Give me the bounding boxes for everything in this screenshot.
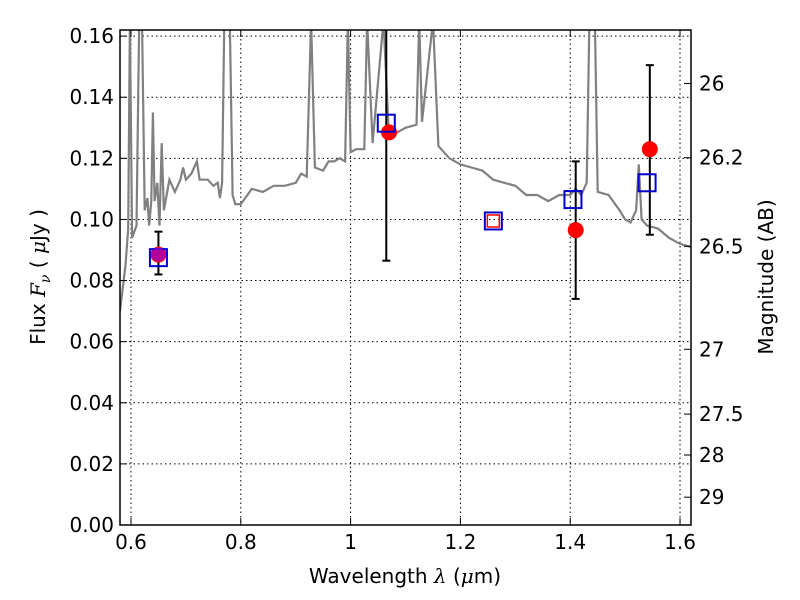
overlap-point [151, 247, 166, 262]
model-point [483, 211, 503, 231]
y2-tick-label: 26.5 [699, 234, 744, 258]
y2-tick-label: 26.2 [699, 146, 744, 170]
y-tick-label: 0.02 [69, 452, 114, 476]
model-point [637, 173, 657, 193]
x-axis-label: Wavelength λ (μm) [309, 564, 501, 588]
y-tick-label: 0.06 [69, 330, 114, 354]
y2-tick-label: 26 [699, 71, 724, 95]
y-tick-label: 0.16 [69, 24, 114, 48]
axis-ticks: 0.6 0.8 1 1.2 1.4 1.6 0.00 0.02 0.04 0.06 0.08 0.10… [69, 24, 743, 554]
model-point [563, 190, 583, 210]
plot-area [120, 30, 691, 312]
observed-point [567, 222, 584, 239]
model-points [148, 113, 657, 268]
plot-frame [119, 29, 692, 526]
x-tick-label: 1.4 [554, 530, 586, 554]
x-tick-label: 1 [344, 530, 357, 554]
x-tick-label: 0.6 [115, 530, 147, 554]
y2-tick-label: 29 [699, 485, 724, 509]
y-tick-label: 0.14 [69, 85, 114, 109]
y-tick-label: 0.12 [69, 146, 114, 170]
x-tick-label: 0.8 [225, 530, 257, 554]
y-tick-label: 0.04 [69, 391, 114, 415]
y2-tick-label: 28 [699, 443, 724, 467]
x-tick-label: 1.2 [444, 530, 476, 554]
y2-tick-label: 27.5 [699, 402, 744, 426]
observed-point [641, 141, 658, 158]
x-tick-label: 1.6 [664, 530, 696, 554]
y-tick-label: 0.10 [69, 207, 114, 231]
observed-point [486, 214, 501, 228]
y-tick-label: 0.00 [69, 513, 114, 537]
y-axis-label: Flux Fν ( μJy ) [26, 209, 54, 345]
y2-axis-label: Magnitude (AB) [754, 199, 778, 354]
y-tick-label: 0.08 [69, 269, 114, 293]
spectrum-line [120, 30, 691, 312]
model-point [376, 113, 396, 133]
y2-tick-label: 27 [699, 337, 724, 361]
